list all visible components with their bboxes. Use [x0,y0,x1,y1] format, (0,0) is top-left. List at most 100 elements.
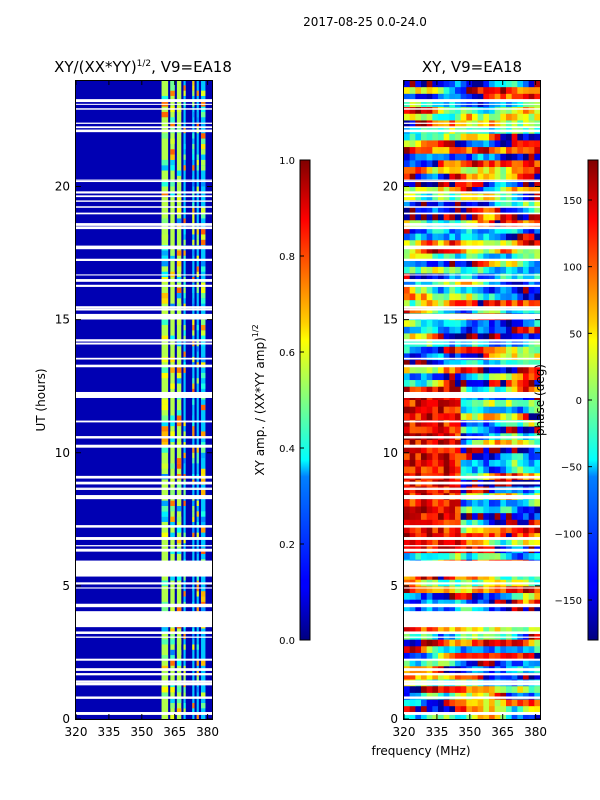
phase-cell [460,159,467,168]
phase-cell [528,419,535,427]
amplitude-ylabel: UT (hours) [34,368,48,431]
phase-cell [466,86,473,94]
phase-cell [517,186,524,194]
phase-cell [409,439,416,447]
phase-cell [489,599,496,607]
phase-cell [494,179,501,187]
phase-cell [489,466,496,474]
phase-cell [528,525,535,534]
amplitude-cell [192,133,195,139]
phase-cell [511,632,518,640]
phase-cell [477,319,484,327]
phase-cell [472,685,479,693]
phase-cell [506,605,513,613]
phase-cell [511,652,518,660]
amplitude-cell [183,207,186,214]
phase-cell [466,213,473,221]
amplitude-cell [161,181,169,187]
phase-cell [523,599,530,607]
phase-cell [421,512,428,520]
missing-row [404,475,540,479]
phase-cell [404,699,411,707]
phase-cell [466,659,473,667]
amplitude-cell [192,287,195,293]
phase-cell [506,99,513,108]
phase-cell [528,279,535,287]
phase-cell [477,519,484,527]
phase-cell [483,273,490,281]
phase-cell [409,366,416,374]
phase-cell [517,452,524,460]
phase-cell [421,625,428,633]
phase-cell [477,279,484,287]
phase-cell [404,239,411,247]
phase-cell [528,692,535,700]
phase-cell [449,239,456,247]
phase-cell [460,139,467,148]
phase-cell [511,712,518,720]
phase-cell [460,632,467,640]
phase-cell [421,206,428,214]
amplitude-cell [170,463,175,469]
phase-cell [528,379,535,387]
phase-cell [404,525,411,534]
amplitude-cell [176,372,182,379]
phase-cell [421,652,428,660]
amplitude-cell [201,516,206,522]
phase-cell [477,399,484,407]
phase-cell [517,519,524,527]
phase-cell [472,319,479,327]
amplitude-cell [201,213,206,219]
amplitude-cell [176,521,182,528]
amplitude-cell [192,708,195,714]
phase-cell [494,419,501,427]
phase-cell [409,452,416,460]
phase-cell [472,259,479,267]
amplitude-cell [161,298,169,304]
phase-cell [517,166,524,174]
amplitude-cell [192,90,195,96]
phase-cell [449,372,456,381]
phase-cell [432,692,439,700]
phase-cell [477,459,484,467]
phase-cell [455,246,462,254]
phase-cell [494,532,501,540]
phase-cell [426,452,433,460]
phase-cell [517,319,524,327]
amplitude-cell [196,378,199,384]
phase-cell [483,299,490,307]
phase-cell [523,146,530,154]
phase-cell [432,146,439,154]
phase-cell [466,599,473,607]
phase-cell [511,299,518,307]
phase-cell [528,173,535,181]
amplitude-cell [183,255,186,262]
phase-cell [466,639,473,647]
phase-cell [421,439,428,447]
phase-cell [472,512,479,520]
phase-cell [409,213,416,221]
phase-cell [432,459,439,467]
phase-cell [438,173,445,181]
phase-cell [511,625,518,633]
phase-cell [523,652,530,660]
phase-cell [426,139,433,148]
phase-cell [404,512,411,520]
phase-cell [455,692,462,700]
amplitude-cell [161,399,169,405]
phase-cell [460,259,467,267]
amplitude-cell [183,431,186,437]
phase-cell [500,93,507,101]
phase-cell [483,399,490,407]
phase-cell [421,80,428,88]
phase-cell [477,652,484,660]
phase-cell [500,585,507,594]
phase-cell [449,93,456,101]
amplitude-cell [176,410,182,416]
amplitude-cell [201,293,206,299]
missing-row [76,481,212,485]
phase-cell [426,173,433,181]
phase-cell [523,259,530,267]
amplitude-cell [170,660,175,666]
